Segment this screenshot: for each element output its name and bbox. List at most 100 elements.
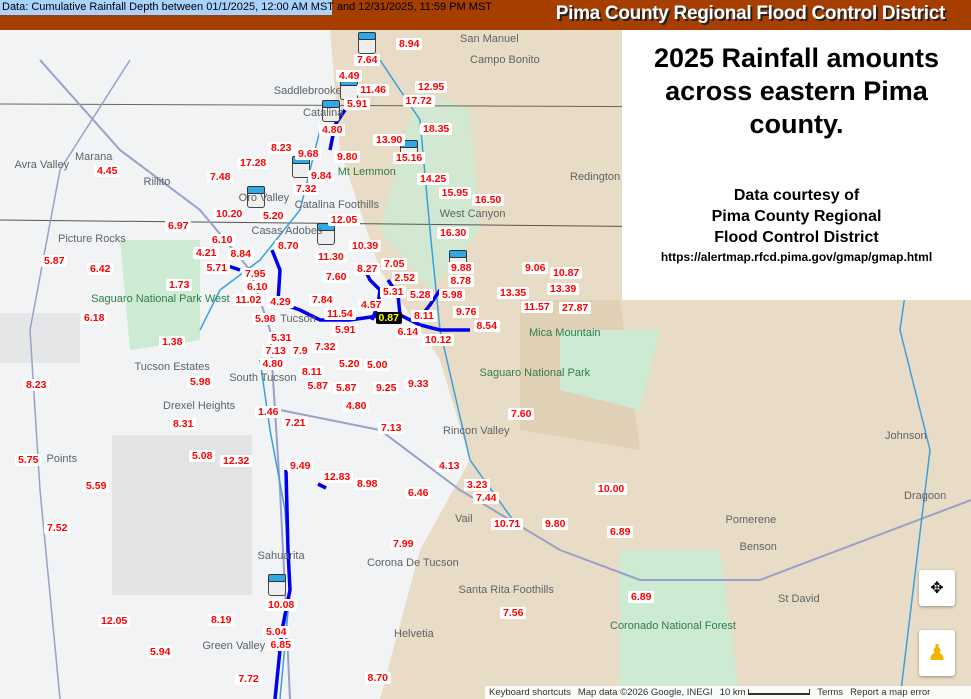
rainfall-label[interactable]: 17.28 <box>237 157 270 169</box>
rainfall-label[interactable]: 6.42 <box>87 263 114 275</box>
rainfall-label[interactable]: 7.21 <box>282 417 309 429</box>
rainfall-label[interactable]: 5.20 <box>260 210 287 222</box>
rainfall-label[interactable]: 7.9 <box>290 345 311 358</box>
rainfall-label[interactable]: 7.32 <box>312 341 339 353</box>
rainfall-label[interactable]: 7.05 <box>381 258 408 270</box>
rainfall-label[interactable]: 2.52 <box>391 272 418 285</box>
rainfall-label[interactable]: 8.11 <box>411 310 437 322</box>
rainfall-label[interactable]: 12.05 <box>98 615 131 627</box>
rainfall-label[interactable]: 7.13 <box>378 422 405 434</box>
rainfall-label[interactable]: 13.39 <box>547 283 580 295</box>
rainfall-label[interactable]: 7.99 <box>390 538 417 550</box>
rainfall-label[interactable]: 10.71 <box>491 518 524 530</box>
rainfall-label[interactable]: 7.32 <box>293 183 320 196</box>
rainfall-label[interactable]: 18.35 <box>420 123 453 135</box>
rainfall-label[interactable]: 5.00 <box>364 359 391 371</box>
rainfall-label[interactable]: 12.83 <box>321 471 354 483</box>
rainfall-label[interactable]: 9.68 <box>295 148 322 160</box>
rain-gauge-icon[interactable] <box>247 186 265 208</box>
rainfall-label[interactable]: 16.50 <box>472 194 505 206</box>
rainfall-label[interactable]: 8.78 <box>447 275 474 288</box>
rainfall-label[interactable]: 5.94 <box>147 646 174 658</box>
rainfall-label[interactable]: 8.27 <box>354 263 381 275</box>
rainfall-label[interactable]: 7.13 <box>262 345 289 358</box>
rainfall-label[interactable]: 6.89 <box>607 526 634 538</box>
rainfall-label[interactable]: 6.85 <box>267 639 294 652</box>
rainfall-label[interactable]: 4.57 <box>358 299 385 311</box>
rainfall-label[interactable]: 5.28 <box>407 289 434 301</box>
rainfall-label[interactable]: 6.14 <box>394 326 422 339</box>
rainfall-label[interactable]: 6.46 <box>405 487 432 499</box>
rainfall-label[interactable]: 8.70 <box>364 671 391 684</box>
rain-gauge-icon[interactable] <box>358 32 376 54</box>
rainfall-label[interactable]: 6.10 <box>244 281 271 294</box>
rainfall-label[interactable]: 10.12 <box>422 334 455 346</box>
rain-gauge-icon[interactable] <box>268 574 286 596</box>
rainfall-label[interactable]: 5.91 <box>344 98 371 110</box>
rainfall-label[interactable]: 5.98 <box>187 376 214 388</box>
report-error-link[interactable]: Report a map error <box>850 687 931 698</box>
rainfall-label[interactable]: 10.20 <box>213 208 246 220</box>
rainfall-label[interactable]: 7.72 <box>235 672 262 685</box>
rainfall-label[interactable]: 15.95 <box>438 187 471 200</box>
rainfall-label[interactable]: 8.70 <box>275 240 302 252</box>
rainfall-label[interactable]: 9.76 <box>453 306 480 318</box>
rainfall-label[interactable]: 4.80 <box>319 124 346 136</box>
rainfall-label[interactable]: 5.20 <box>336 358 363 370</box>
rainfall-label[interactable]: 8.31 <box>170 418 197 430</box>
rainfall-label[interactable]: 5.04 <box>263 626 290 638</box>
rainfall-label[interactable]: 11.57 <box>521 301 553 314</box>
rainfall-label[interactable]: 9.06 <box>522 262 549 274</box>
rainfall-label[interactable]: 5.87 <box>333 382 360 394</box>
rainfall-label[interactable]: 0.87 <box>375 312 402 325</box>
rainfall-label[interactable]: 5.91 <box>332 324 359 336</box>
rainfall-label[interactable]: 9.80 <box>542 518 569 530</box>
rainfall-label[interactable]: 8.23 <box>268 142 295 154</box>
rainfall-label[interactable]: 5.98 <box>252 313 279 325</box>
rainfall-label[interactable]: 12.05 <box>328 214 361 226</box>
rainfall-label[interactable]: 27.87 <box>559 302 592 314</box>
rainfall-label[interactable]: 15.16 <box>393 152 426 164</box>
rainfall-label[interactable]: 10.87 <box>550 267 583 279</box>
keyboard-shortcuts-link[interactable]: Keyboard shortcuts <box>489 687 571 698</box>
rainfall-label[interactable]: 9.49 <box>287 460 314 472</box>
rainfall-label[interactable]: 4.80 <box>259 358 286 371</box>
rainfall-label[interactable]: 17.72 <box>402 95 435 108</box>
rainfall-label[interactable]: 11.54 <box>324 308 356 321</box>
rainfall-label[interactable]: 7.60 <box>508 408 535 420</box>
rainfall-label[interactable]: 6.97 <box>165 220 192 232</box>
rainfall-label[interactable]: 1.46 <box>255 406 282 418</box>
rainfall-label[interactable]: 13.90 <box>373 134 406 146</box>
rainfall-label[interactable]: 7.84 <box>309 294 336 306</box>
rainfall-label[interactable]: 8.23 <box>23 379 50 391</box>
rainfall-label[interactable]: 9.88 <box>448 262 475 274</box>
rainfall-label[interactable]: 8.98 <box>354 478 381 490</box>
rainfall-label[interactable]: 10.08 <box>265 599 298 611</box>
rainfall-label[interactable]: 12.95 <box>415 81 448 93</box>
rainfall-label[interactable]: 10.00 <box>595 483 628 495</box>
rainfall-label[interactable]: 16.30 <box>437 227 470 239</box>
rainfall-label[interactable]: 7.52 <box>44 522 71 534</box>
rainfall-label[interactable]: 4.49 <box>336 70 363 82</box>
rain-gauge-icon[interactable] <box>322 100 340 122</box>
rainfall-label[interactable]: 5.59 <box>83 480 110 492</box>
rainfall-label[interactable]: 4.45 <box>94 165 121 177</box>
rainfall-label[interactable]: 4.80 <box>343 400 370 412</box>
rainfall-label[interactable]: 9.25 <box>373 382 400 394</box>
rainfall-label[interactable]: 10.39 <box>349 240 382 252</box>
rainfall-label[interactable]: 9.80 <box>334 151 361 163</box>
rainfall-label[interactable]: 1.73 <box>166 279 193 291</box>
rainfall-label[interactable]: 8.84 <box>227 248 254 261</box>
rainfall-label[interactable]: 8.19 <box>208 614 235 626</box>
rainfall-label[interactable]: 7.95 <box>242 268 269 280</box>
rainfall-label[interactable]: 6.89 <box>628 591 655 603</box>
rainfall-label[interactable]: 12.32 <box>220 455 253 467</box>
rainfall-label[interactable]: 8.94 <box>396 38 423 50</box>
rainfall-label[interactable]: 4.29 <box>267 296 294 309</box>
rainfall-label[interactable]: 5.87 <box>41 255 68 267</box>
rainfall-label[interactable]: 4.21 <box>193 247 220 260</box>
rainfall-label[interactable]: 7.64 <box>354 54 381 66</box>
rainfall-label[interactable]: 5.31 <box>268 332 295 344</box>
rainfall-label[interactable]: 11.46 <box>357 83 390 96</box>
rainfall-label[interactable]: 5.75 <box>15 454 42 466</box>
